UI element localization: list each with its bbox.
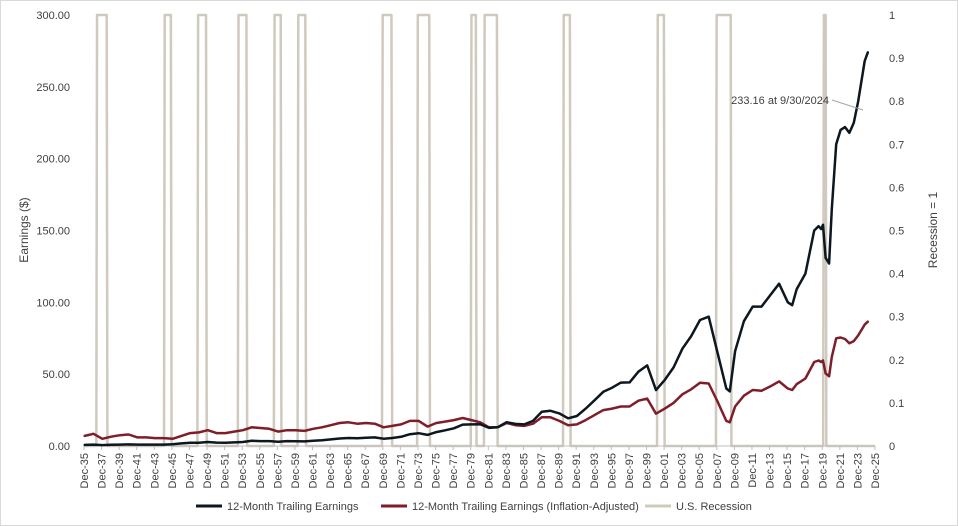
x-tick-label: Dec-95 — [606, 453, 618, 488]
y2-tick-label: 0 — [889, 441, 895, 453]
y2-tick-label: 0.1 — [889, 398, 904, 410]
x-tick-label: Dec-81 — [483, 453, 495, 488]
series-layer — [83, 51, 870, 447]
y-tick-label: 50.00 — [42, 369, 70, 381]
x-tick-label: Dec-05 — [694, 453, 706, 488]
legend-label: U.S. Recession — [676, 501, 752, 513]
x-tick-label: Dec-21 — [835, 453, 847, 488]
legend: 12-Month Trailing Earnings 12-Month Trail… — [196, 501, 752, 513]
inflation-adjusted-earnings-line — [83, 320, 870, 441]
x-tick-label: Dec-79 — [466, 453, 478, 488]
x-tick-label: Dec-73 — [413, 453, 425, 488]
y-axis-title: Earnings ($) — [17, 197, 31, 262]
x-tick-label: Dec-07 — [712, 453, 724, 488]
recession-series-line — [84, 13, 875, 448]
x-tick-label: Dec-69 — [378, 453, 390, 488]
x-tick-label: Dec-39 — [114, 453, 126, 488]
x-tick-label: Dec-11 — [747, 453, 759, 488]
x-tick-label: Dec-51 — [220, 453, 232, 488]
x-tick-label: Dec-99 — [641, 453, 653, 488]
x-tick-label: Dec-89 — [554, 453, 566, 488]
y-tick-label: 100.00 — [36, 297, 70, 309]
y-tick-label: 150.00 — [36, 226, 70, 238]
x-tick-label: Dec-25 — [870, 453, 882, 488]
x-tick-label: Dec-17 — [800, 453, 812, 488]
annotation-label: 233.16 at 9/30/2024 — [731, 95, 829, 107]
legend-label: 12-Month Trailing Earnings — [227, 501, 359, 513]
legend-label: 12-Month Trailing Earnings (Inflation-Ad… — [412, 501, 639, 513]
axis-layer: 0.00 50.00 100.00 150.00 200.00 250.00 300.00 0… — [36, 10, 904, 488]
x-tick-label: Dec-97 — [624, 453, 636, 488]
trailing-earnings-line — [83, 51, 870, 447]
x-tick-label: Dec-15 — [782, 453, 794, 488]
x-tick-label: Dec-23 — [852, 453, 864, 488]
x-tick-label: Dec-45 — [167, 453, 179, 488]
x-tick-label: Dec-49 — [202, 453, 214, 488]
x-tick-label: Dec-35 — [79, 453, 91, 488]
y2-tick-label: 1 — [889, 10, 895, 22]
x-tick-label: Dec-37 — [97, 453, 109, 488]
x-tick-label: Dec-83 — [501, 453, 513, 488]
x-tick-label: Dec-03 — [677, 453, 689, 488]
x-tick-label: Dec-61 — [308, 453, 320, 488]
y2-tick-label: 0.7 — [889, 139, 904, 151]
annotation-leader-line — [831, 99, 864, 111]
y2-tick-label: 0.2 — [889, 355, 904, 367]
x-tick-label: Dec-01 — [659, 453, 671, 488]
x-tick-label: Dec-59 — [290, 453, 302, 488]
x-tick-label: Dec-93 — [589, 453, 601, 488]
y-tick-label: 0.00 — [49, 441, 70, 453]
x-tick-label: Dec-65 — [343, 453, 355, 488]
y-tick-label: 250.00 — [36, 82, 70, 94]
x-tick-label: Dec-91 — [571, 453, 583, 488]
y2-tick-label: 0.9 — [889, 53, 904, 65]
y2-tick-label: 0.4 — [889, 269, 904, 281]
x-tick-label: Dec-71 — [395, 453, 407, 488]
y2-tick-label: 0.6 — [889, 182, 904, 194]
x-tick-label: Dec-57 — [272, 453, 284, 488]
y2-tick-label: 0.5 — [889, 226, 904, 238]
x-tick-label: Dec-77 — [448, 453, 460, 488]
y-tick-label: 300.00 — [36, 10, 70, 22]
x-tick-label: Dec-85 — [518, 453, 530, 488]
y2-tick-label: 0.3 — [889, 312, 904, 324]
recession-layer — [84, 13, 875, 448]
x-tick-label: Dec-55 — [255, 453, 267, 488]
x-tick-label: Dec-41 — [132, 453, 144, 488]
x-tick-label: Dec-43 — [149, 453, 161, 488]
x-tick-label: Dec-53 — [237, 453, 249, 488]
x-tick-label: Dec-09 — [729, 453, 741, 488]
x-tick-label: Dec-87 — [536, 453, 548, 488]
y-tick-label: 200.00 — [36, 154, 70, 166]
x-tick-label: Dec-19 — [817, 453, 829, 488]
x-tick-label: Dec-75 — [431, 453, 443, 488]
x-tick-label: Dec-67 — [360, 453, 372, 488]
x-tick-label: Dec-13 — [765, 453, 777, 488]
x-tick-label: Dec-63 — [325, 453, 337, 488]
y2-tick-label: 0.8 — [889, 96, 904, 108]
x-tick-label: Dec-47 — [184, 453, 196, 488]
y2-axis-title: Recession = 1 — [926, 191, 940, 268]
annotation-layer: 233.16 at 9/30/2024 — [731, 95, 864, 111]
